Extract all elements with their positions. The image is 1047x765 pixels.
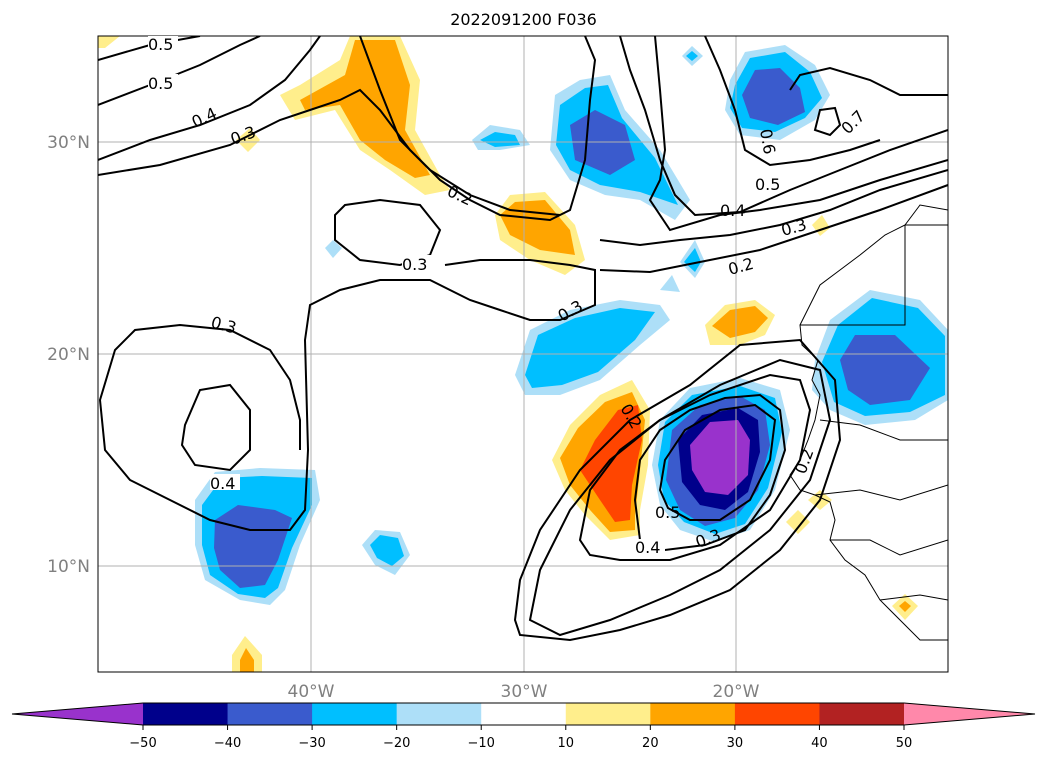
colorbar-tick-label: 20 — [642, 736, 659, 751]
colorbar-tick-label: −10 — [468, 736, 495, 751]
contour-label: 0.5 — [755, 175, 780, 194]
colorbar-segment — [396, 703, 482, 725]
lon-label: 30°W — [501, 682, 548, 702]
lon-label: 40°W — [288, 682, 335, 702]
colorbar: −50 −40 −30 −20 −10 10 20 30 40 50 — [11, 702, 1036, 751]
lon-labels: 40°W 30°W 20°W — [288, 682, 760, 702]
colorbar-tick-label: 40 — [811, 736, 828, 751]
colorbar-extend-min — [12, 703, 143, 725]
contour-label: 0.5 — [148, 35, 173, 54]
colorbar-tick-label: −20 — [383, 736, 410, 751]
lat-label: 10°N — [47, 557, 90, 577]
lon-label: 20°W — [713, 682, 760, 702]
colorbar-tick-label: 10 — [558, 736, 575, 751]
contour-label: 0.5 — [655, 503, 680, 522]
contour-label: 0.4 — [635, 538, 660, 557]
contours — [98, 36, 948, 642]
colorbar-tick-label: −50 — [129, 736, 156, 751]
contour-label: 0.5 — [148, 74, 173, 93]
lat-label: 20°N — [47, 345, 90, 365]
coastlines — [789, 204, 948, 641]
colorbar-segment — [143, 703, 229, 725]
contour-label: 0.6 — [756, 127, 779, 155]
map-title: 2022091200 F036 — [450, 10, 597, 29]
colorbar-segment — [312, 703, 398, 725]
map-frame — [97, 35, 949, 673]
colorbar-segment — [650, 703, 736, 725]
contour-label: 0.4 — [210, 474, 235, 493]
lat-labels: 30°N 20°N 10°N — [47, 133, 90, 577]
contour-label: 0.4 — [720, 201, 745, 220]
contour-label: 0.3 — [402, 255, 427, 274]
lat-label: 30°N — [47, 133, 90, 153]
colorbar-extend-max — [904, 703, 1035, 725]
colorbar-segment — [481, 703, 567, 725]
colorbar-tick-label: −30 — [298, 736, 325, 751]
colorbar-segment — [565, 703, 651, 725]
colorbar-tick-label: 50 — [896, 736, 913, 751]
colorbar-segment — [734, 703, 820, 725]
colorbar-segment — [227, 703, 313, 725]
gridlines — [98, 36, 948, 672]
colorbar-tick-label: −40 — [214, 736, 241, 751]
colorbar-tick-label: 30 — [727, 736, 744, 751]
colorbar-segment — [819, 703, 905, 725]
